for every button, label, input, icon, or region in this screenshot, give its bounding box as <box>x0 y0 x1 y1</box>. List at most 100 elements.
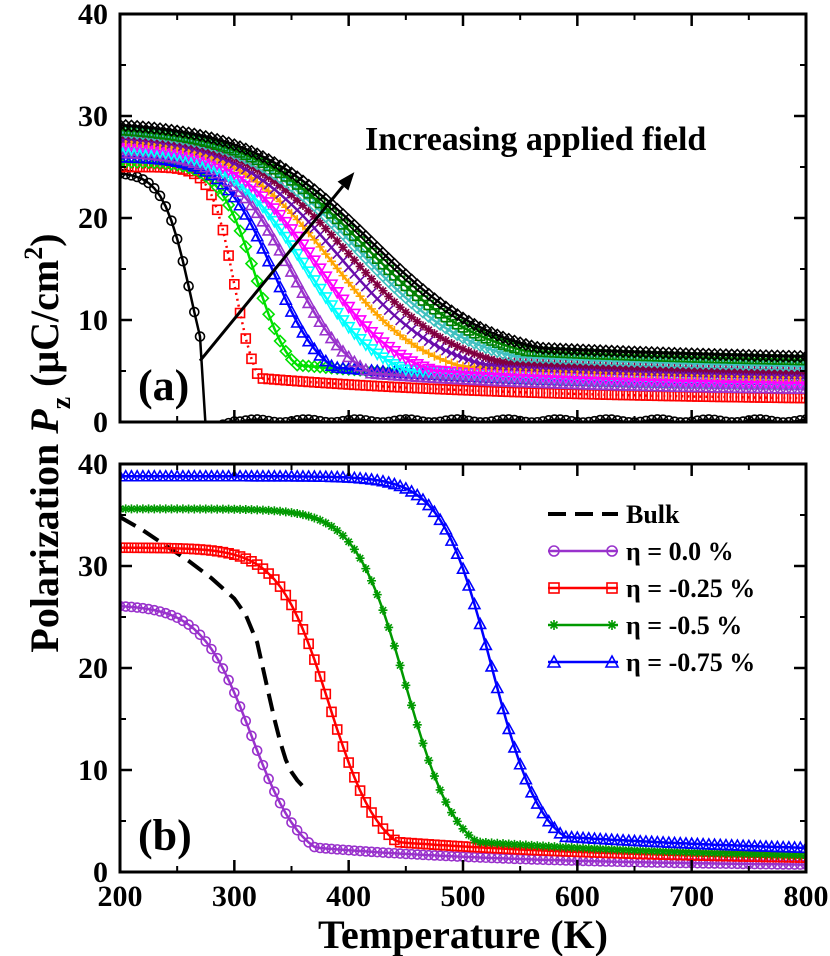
legend-marker <box>604 654 620 668</box>
data-point <box>567 843 577 853</box>
data-point <box>239 239 253 254</box>
data-point <box>349 255 359 265</box>
data-point <box>381 475 396 488</box>
data-point <box>783 416 795 422</box>
data-point <box>398 481 413 494</box>
data-point <box>416 361 430 374</box>
legend-marker <box>546 654 562 668</box>
data-point <box>541 814 556 827</box>
data-point <box>673 346 687 361</box>
data-point <box>464 346 474 356</box>
data-point <box>229 549 240 561</box>
data-point <box>343 757 354 768</box>
data-point <box>400 382 412 393</box>
data-point <box>252 177 262 187</box>
data-point <box>262 152 276 167</box>
data-point <box>606 414 617 422</box>
data-point <box>543 415 555 422</box>
y-axis-title: Polarization Pz (μC/cm2) <box>19 233 77 652</box>
data-point <box>687 847 697 857</box>
data-point <box>377 259 389 270</box>
data-point <box>318 353 333 367</box>
data-point <box>216 188 230 202</box>
data-point <box>211 204 223 216</box>
data-point <box>401 680 411 690</box>
data-point <box>394 382 406 393</box>
data-point <box>212 504 222 514</box>
data-point <box>760 414 772 422</box>
data-point <box>605 344 619 358</box>
data-point <box>154 542 166 554</box>
data-point <box>251 745 263 756</box>
data-point <box>206 504 216 514</box>
data-point <box>250 229 265 242</box>
data-point <box>284 264 299 277</box>
data-point <box>394 848 406 859</box>
data-point <box>434 383 446 395</box>
data-point <box>738 849 748 859</box>
data-point <box>166 542 177 554</box>
y-tick-label: 30 <box>78 100 108 133</box>
data-point <box>406 848 417 860</box>
data-point <box>383 381 394 393</box>
data-point <box>532 841 542 851</box>
data-point <box>304 511 314 521</box>
y-axis-title-unit-close: ) <box>22 233 67 246</box>
data-point <box>760 858 772 870</box>
data-point <box>721 848 731 858</box>
data-point <box>301 266 316 279</box>
data-point <box>353 315 367 328</box>
y-tick-label: 10 <box>78 754 108 787</box>
data-point <box>263 773 274 785</box>
data-point <box>646 857 657 868</box>
data-point <box>264 505 274 515</box>
data-point <box>244 217 259 231</box>
data-point <box>287 190 296 200</box>
data-point <box>446 414 457 422</box>
data-point <box>783 859 795 870</box>
data-point <box>669 390 680 402</box>
data-point <box>354 379 366 391</box>
data-point <box>286 375 297 387</box>
data-point <box>360 380 372 391</box>
data-point <box>263 568 274 579</box>
data-point <box>444 324 459 339</box>
data-point <box>497 386 509 397</box>
data-point <box>645 345 659 360</box>
data-point <box>355 261 365 271</box>
data-point <box>120 600 126 612</box>
data-point <box>513 757 528 770</box>
data-point <box>166 215 177 226</box>
data-point <box>725 348 739 362</box>
data-point <box>400 320 411 331</box>
data-point <box>444 533 459 546</box>
data-point <box>424 325 434 335</box>
data-point <box>520 387 532 398</box>
data-point <box>313 263 327 276</box>
data-point <box>674 857 686 869</box>
data-point <box>498 839 508 849</box>
data-point <box>417 838 429 850</box>
legend-marker <box>606 545 618 557</box>
data-point <box>296 174 310 188</box>
annotation-increasing-field: Increasing applied field <box>365 121 706 158</box>
data-point <box>469 349 479 359</box>
data-point <box>303 376 314 388</box>
data-point <box>663 390 675 402</box>
data-point <box>464 830 474 840</box>
panel-a-series <box>120 118 806 422</box>
data-point <box>307 275 322 288</box>
data-point <box>519 772 533 785</box>
data-point <box>537 387 549 399</box>
data-point <box>452 341 462 351</box>
data-point <box>273 243 287 256</box>
data-point <box>429 329 439 339</box>
data-point <box>320 377 332 389</box>
data-point <box>532 387 543 399</box>
data-point <box>458 344 468 354</box>
data-point <box>256 214 270 227</box>
panel-b-label: (b) <box>138 811 192 860</box>
data-point <box>172 504 182 514</box>
data-point <box>371 846 383 858</box>
legend-entry: η = -0.75 % <box>546 648 755 677</box>
